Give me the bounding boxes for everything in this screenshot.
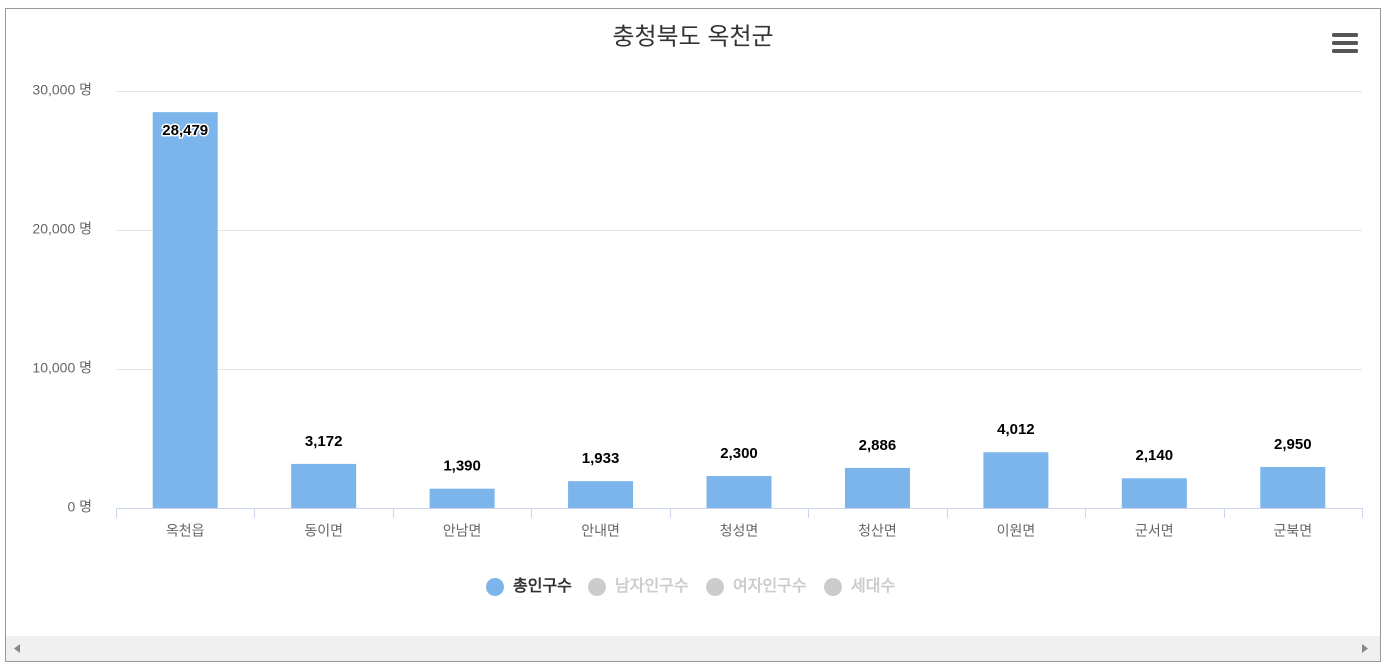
legend-label[interactable]: 남자인구수	[615, 577, 689, 595]
x-tick-label: 옥천읍	[166, 523, 205, 539]
x-tick-label: 군북면	[1273, 523, 1312, 539]
data-label: 4,012	[997, 421, 1035, 438]
bar	[429, 488, 495, 508]
bar	[291, 463, 357, 508]
x-tick-label: 이원면	[997, 523, 1036, 539]
menu-bar	[1332, 49, 1358, 53]
x-tick-label: 청성면	[720, 523, 759, 539]
bar	[844, 467, 910, 508]
data-label: 2,950	[1274, 436, 1312, 453]
y-tick-label: 0 명	[67, 499, 92, 515]
menu-button[interactable]	[1332, 33, 1358, 53]
legend-marker[interactable]	[824, 578, 842, 596]
scroll-left[interactable]	[14, 644, 20, 653]
data-label: 2,140	[1136, 447, 1174, 464]
bar	[1260, 466, 1326, 508]
y-tick-label: 30,000 명	[32, 82, 92, 98]
x-tick-label: 안남면	[443, 523, 482, 539]
legend-label[interactable]: 세대수	[851, 577, 895, 595]
data-label: 1,390	[443, 458, 481, 475]
x-tick-label: 군서면	[1135, 523, 1174, 539]
legend-marker[interactable]	[486, 578, 504, 596]
data-label: 2,300	[720, 445, 758, 462]
chart-title: 충청북도 옥천군	[612, 23, 773, 50]
data-label: 3,172	[305, 433, 343, 450]
legend-marker[interactable]	[588, 578, 606, 596]
data-label: 1,933	[582, 450, 620, 467]
bar	[1121, 478, 1187, 508]
menu-bar	[1332, 41, 1358, 45]
scroll-right[interactable]	[1362, 644, 1368, 653]
y-tick-label: 20,000 명	[32, 221, 92, 237]
bar	[152, 112, 218, 508]
legend-label[interactable]: 여자인구수	[733, 577, 807, 595]
x-tick-label: 청산면	[858, 523, 897, 539]
data-label: 2,886	[859, 437, 897, 454]
bar	[706, 476, 772, 508]
bar	[983, 452, 1049, 508]
x-tick-label: 안내면	[581, 523, 620, 539]
data-label: 28,479	[162, 122, 208, 139]
frame	[5, 8, 1381, 662]
y-tick-label: 10,000 명	[32, 360, 92, 376]
bar	[568, 481, 634, 508]
legend-marker[interactable]	[706, 578, 724, 596]
menu-bar	[1332, 33, 1358, 37]
scrollbar[interactable]	[6, 636, 1380, 661]
legend-label[interactable]: 총인구수	[513, 577, 572, 595]
x-tick-label: 동이면	[304, 523, 343, 539]
